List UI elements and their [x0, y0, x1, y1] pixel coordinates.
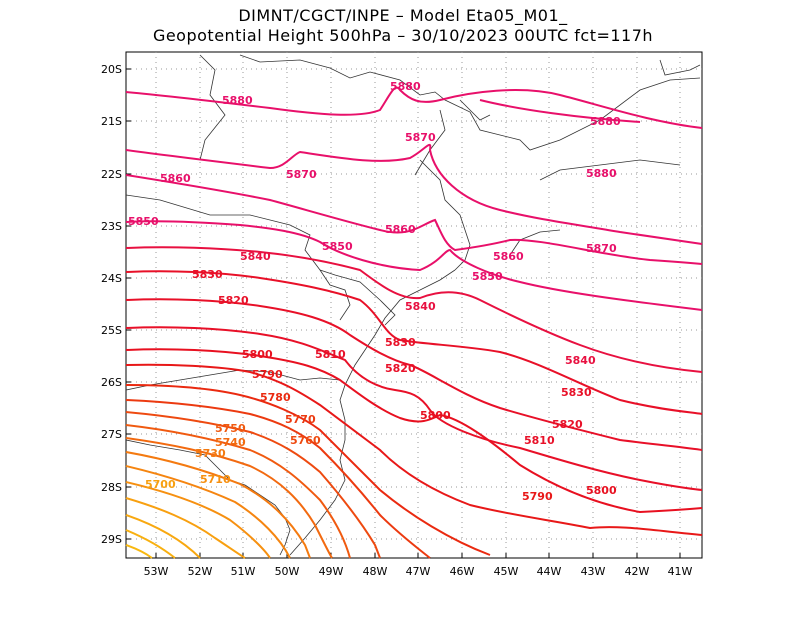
contour-5700 [125, 497, 246, 559]
contour-label: 5850 [472, 270, 503, 283]
lon-label: 53W [144, 565, 169, 578]
contour-label: 5780 [260, 391, 291, 404]
lat-label: 26S [101, 376, 122, 389]
contour-label: 5790 [522, 490, 553, 503]
contour-label: 5830 [561, 386, 592, 399]
contour-label: 5800 [586, 484, 617, 497]
latitude-labels: 20S 21S 22S 23S 24S 25S 26S 27S 28S 29S [101, 63, 122, 546]
height-contours [125, 86, 703, 559]
contour-label: 5840 [240, 250, 271, 263]
lon-label: 51W [231, 565, 256, 578]
contour-5720 [125, 465, 291, 559]
contour-label: 5870 [286, 168, 317, 181]
contour-label: 5850 [322, 240, 353, 253]
contour-5870 [125, 144, 703, 245]
contour-label: 5800 [420, 409, 451, 422]
contour-label: 5860 [160, 172, 191, 185]
contour-5690 [125, 514, 201, 559]
contour-5760 [125, 411, 381, 559]
lon-label: 44W [537, 565, 562, 578]
longitude-labels: 53W 52W 51W 50W 49W 48W 47W 46W 45W 44W … [144, 565, 693, 578]
lon-label: 42W [625, 565, 650, 578]
contour-label: 5790 [252, 368, 283, 381]
contour-label: 5860 [385, 223, 416, 236]
lon-label: 43W [581, 565, 606, 578]
lat-label: 25S [101, 324, 122, 337]
lat-label: 28S [101, 481, 122, 494]
lon-label: 47W [406, 565, 431, 578]
contour-label: 5840 [565, 354, 596, 367]
contour-5880 [125, 86, 703, 129]
contour-label: 5700 [145, 478, 176, 491]
contour-label: 5880 [222, 94, 253, 107]
contour-label: 5880 [586, 167, 617, 180]
plot-frame [125, 51, 703, 559]
lon-label: 48W [363, 565, 388, 578]
contour-5670 [125, 544, 153, 559]
contour-label: 5810 [315, 348, 346, 361]
contour-label: 5750 [215, 422, 246, 435]
contour-label: 5820 [218, 294, 249, 307]
contour-label: 5820 [385, 362, 416, 375]
contour-label: 5830 [192, 268, 223, 281]
contour-label: 5880 [390, 80, 421, 93]
contour-5710 [125, 481, 271, 559]
contour-label: 5760 [290, 434, 321, 447]
contour-label: 5730 [195, 447, 226, 460]
contour-label: 5850 [128, 215, 159, 228]
contour-label: 5880 [590, 115, 621, 128]
contour-5860 [125, 174, 703, 265]
map-title-line1: DIMNT/CGCT/INPE – Model Eta05_M01_ [238, 6, 568, 25]
lat-label: 21S [101, 115, 122, 128]
contour-5730 [125, 451, 311, 559]
contour-label: 5710 [200, 473, 231, 486]
lon-label: 46W [450, 565, 475, 578]
lat-label: 20S [101, 63, 122, 76]
lon-label: 45W [494, 565, 519, 578]
contour-label: 5770 [285, 413, 316, 426]
contour-label: 5870 [586, 242, 617, 255]
contour-5820 [125, 298, 703, 451]
contour-5780 [125, 384, 491, 556]
contour-5880b [479, 99, 641, 123]
map-title-line2: Geopotential Height 500hPa – 30/10/2023 … [152, 26, 654, 45]
contour-5750 [125, 424, 351, 559]
contour-5810 [125, 326, 703, 491]
lon-label: 52W [188, 565, 213, 578]
contour-5680 [125, 529, 176, 559]
contour-label: 5830 [385, 336, 416, 349]
lon-label: 49W [319, 565, 344, 578]
contour-label: 5860 [493, 250, 524, 263]
contour-5840 [125, 246, 703, 373]
lon-label: 50W [275, 565, 300, 578]
lat-label: 24S [101, 272, 122, 285]
contour-label: 5870 [405, 131, 436, 144]
contour-5800 [125, 348, 703, 514]
lon-label: 41W [668, 565, 693, 578]
lat-label: 22S [101, 168, 122, 181]
contour-label: 5740 [215, 436, 246, 449]
contour-5740 [125, 437, 333, 559]
lat-label: 29S [101, 533, 122, 546]
contour-5830 [125, 270, 703, 415]
contour-label: 5810 [524, 434, 555, 447]
lat-label: 27S [101, 428, 122, 441]
contour-label: 5820 [552, 418, 583, 431]
contour-label: 5840 [405, 300, 436, 313]
contour-5850 [125, 220, 703, 311]
contour-labels: 5880 5880 5880 5880 5870 5870 5870 5860 … [128, 80, 621, 503]
contour-label: 5800 [242, 348, 273, 361]
lat-label: 23S [101, 220, 122, 233]
contour-5770 [125, 399, 431, 559]
contour-5790 [125, 363, 703, 536]
